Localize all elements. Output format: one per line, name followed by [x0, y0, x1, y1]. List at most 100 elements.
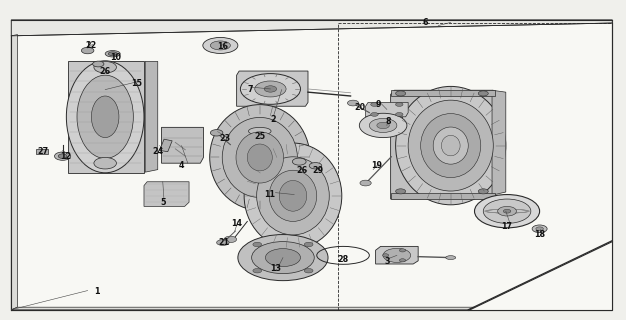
- Polygon shape: [366, 102, 408, 117]
- Ellipse shape: [255, 81, 286, 97]
- Ellipse shape: [66, 61, 144, 173]
- Ellipse shape: [253, 268, 262, 273]
- Ellipse shape: [309, 163, 322, 169]
- Ellipse shape: [279, 180, 307, 211]
- Ellipse shape: [257, 157, 329, 235]
- Text: 23: 23: [220, 134, 231, 143]
- Text: 18: 18: [534, 230, 545, 239]
- Polygon shape: [391, 90, 493, 199]
- Polygon shape: [468, 241, 612, 310]
- Ellipse shape: [478, 189, 488, 194]
- Ellipse shape: [396, 113, 403, 116]
- Ellipse shape: [347, 100, 359, 106]
- Text: 10: 10: [110, 53, 121, 62]
- Ellipse shape: [105, 51, 120, 57]
- Ellipse shape: [292, 158, 306, 165]
- Ellipse shape: [247, 144, 272, 171]
- Ellipse shape: [383, 248, 411, 262]
- Ellipse shape: [304, 242, 313, 247]
- Text: 7: 7: [248, 85, 253, 94]
- Ellipse shape: [108, 52, 117, 56]
- Ellipse shape: [304, 268, 313, 273]
- Text: 17: 17: [501, 222, 513, 231]
- Text: 11: 11: [264, 190, 275, 199]
- Text: 28: 28: [337, 255, 349, 264]
- Text: 29: 29: [312, 166, 324, 175]
- Polygon shape: [237, 71, 308, 106]
- Ellipse shape: [210, 41, 230, 50]
- Polygon shape: [391, 193, 495, 199]
- Ellipse shape: [94, 157, 116, 169]
- Ellipse shape: [359, 113, 407, 138]
- Ellipse shape: [532, 225, 547, 233]
- Text: 27: 27: [37, 147, 48, 156]
- Ellipse shape: [421, 114, 481, 178]
- Text: 12: 12: [60, 152, 71, 161]
- Polygon shape: [492, 90, 506, 195]
- Text: 8: 8: [386, 117, 391, 126]
- Ellipse shape: [77, 75, 133, 158]
- Ellipse shape: [264, 86, 277, 92]
- Polygon shape: [160, 139, 172, 152]
- Polygon shape: [11, 20, 612, 36]
- Ellipse shape: [269, 170, 317, 221]
- Ellipse shape: [222, 117, 297, 197]
- Ellipse shape: [217, 240, 229, 245]
- Text: 26: 26: [297, 166, 308, 175]
- Polygon shape: [11, 20, 612, 310]
- Ellipse shape: [244, 143, 342, 249]
- Ellipse shape: [399, 249, 406, 252]
- Ellipse shape: [446, 256, 456, 260]
- Ellipse shape: [478, 91, 488, 96]
- Ellipse shape: [503, 209, 511, 213]
- Polygon shape: [162, 127, 203, 163]
- Ellipse shape: [54, 152, 71, 160]
- Ellipse shape: [396, 86, 506, 205]
- Text: 6: 6: [423, 18, 428, 27]
- Text: 3: 3: [384, 257, 389, 266]
- Ellipse shape: [253, 242, 262, 247]
- Polygon shape: [145, 61, 158, 172]
- Ellipse shape: [58, 154, 67, 158]
- Text: 9: 9: [376, 100, 381, 109]
- Ellipse shape: [81, 47, 94, 54]
- Text: 26: 26: [100, 67, 111, 76]
- Text: 15: 15: [131, 79, 142, 88]
- Ellipse shape: [360, 180, 371, 186]
- Ellipse shape: [210, 105, 310, 210]
- Ellipse shape: [224, 236, 237, 243]
- Ellipse shape: [433, 127, 468, 164]
- Polygon shape: [11, 307, 475, 310]
- Ellipse shape: [483, 199, 531, 223]
- Text: 2: 2: [271, 115, 276, 124]
- Ellipse shape: [238, 235, 328, 281]
- Text: 24: 24: [153, 147, 164, 156]
- Text: 19: 19: [371, 161, 382, 170]
- Ellipse shape: [249, 127, 271, 135]
- Ellipse shape: [203, 37, 238, 53]
- Ellipse shape: [236, 132, 284, 183]
- Ellipse shape: [252, 242, 314, 274]
- Ellipse shape: [369, 118, 397, 132]
- Ellipse shape: [93, 61, 104, 67]
- Ellipse shape: [396, 102, 403, 106]
- Ellipse shape: [396, 91, 406, 96]
- Ellipse shape: [536, 227, 543, 231]
- Ellipse shape: [210, 130, 223, 136]
- Text: 1: 1: [95, 287, 100, 296]
- Text: 20: 20: [354, 103, 366, 112]
- Ellipse shape: [265, 249, 300, 267]
- Text: 16: 16: [217, 42, 228, 51]
- Ellipse shape: [396, 189, 406, 194]
- Ellipse shape: [382, 254, 389, 257]
- Text: 4: 4: [179, 161, 184, 170]
- Polygon shape: [391, 90, 495, 96]
- Text: 14: 14: [231, 220, 242, 228]
- Ellipse shape: [377, 122, 389, 129]
- Text: 21: 21: [218, 238, 230, 247]
- Polygon shape: [144, 182, 189, 206]
- Ellipse shape: [408, 100, 493, 191]
- Text: 22: 22: [85, 41, 96, 50]
- Ellipse shape: [371, 102, 378, 106]
- Ellipse shape: [498, 206, 516, 216]
